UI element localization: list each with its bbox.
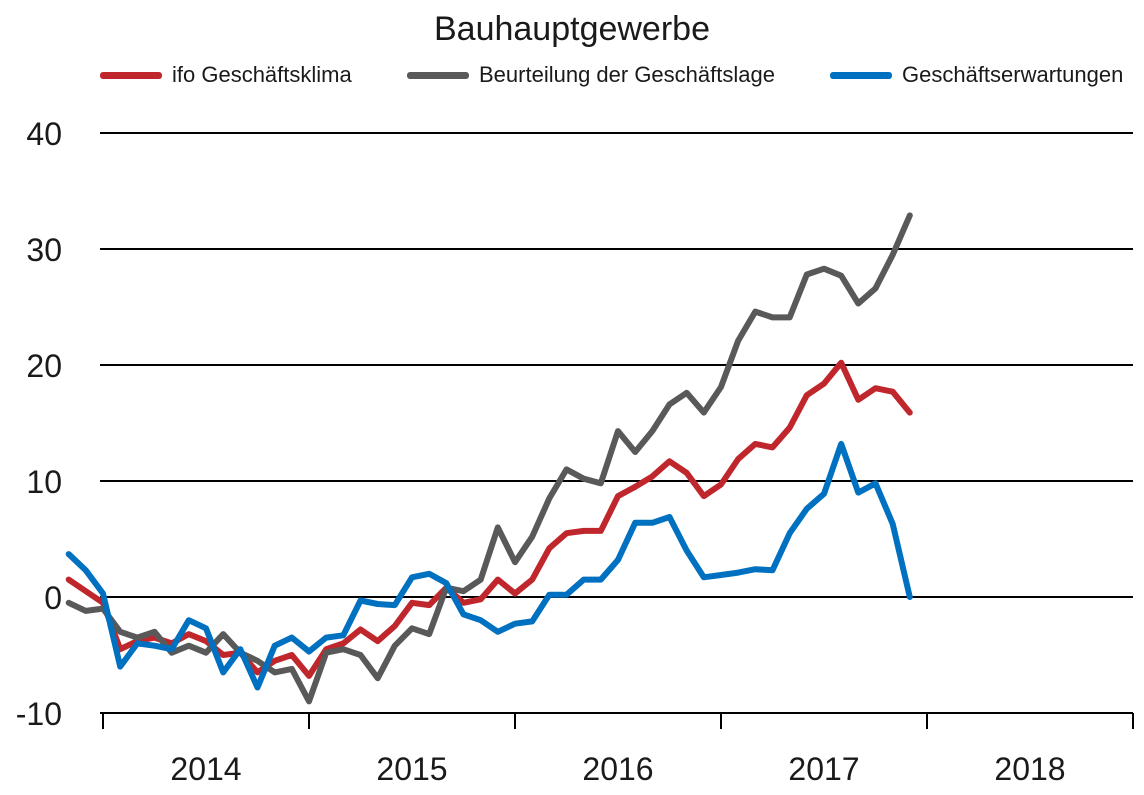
y-axis-tick-labels: 40 30 20 10 0 -10 — [16, 116, 62, 732]
x-tick-label: 2018 — [994, 751, 1065, 787]
chart-title: Bauhauptgewerbe — [433, 10, 710, 48]
legend-item-ifo-geschaeftsklima: ifo Geschäftsklima — [100, 62, 352, 88]
y-tick-label: -10 — [16, 696, 62, 732]
legend-swatch — [407, 71, 469, 79]
x-tick-label: 2016 — [582, 751, 653, 787]
y-tick-label: 0 — [44, 580, 62, 616]
x-tick-label: 2015 — [376, 751, 447, 787]
legend-item-beurteilung-der-geschaeftslage: Beurteilung der Geschäftslage — [407, 62, 775, 88]
grid-lines — [100, 132, 1133, 598]
y-tick-label: 20 — [26, 348, 62, 384]
chart-legend: ifo Geschäftsklima Beurteilung der Gesch… — [0, 62, 1144, 98]
x-tick-label: 2017 — [788, 751, 859, 787]
legend-swatch — [830, 71, 892, 79]
legend-swatch — [100, 71, 162, 79]
y-tick-label: 10 — [26, 464, 62, 500]
x-tick-label: 2014 — [170, 751, 241, 787]
series-lines — [65, 212, 913, 705]
series-line-2 — [65, 440, 913, 691]
y-tick-label: 30 — [26, 232, 62, 268]
legend-label: Beurteilung der Geschäftslage — [479, 62, 775, 87]
series-line-1 — [65, 212, 913, 705]
legend-item-geschaeftserwartungen: Geschäftserwartungen — [830, 62, 1123, 88]
legend-label: ifo Geschäftsklima — [172, 62, 352, 87]
y-tick-label: 40 — [26, 116, 62, 152]
legend-label: Geschäftserwartungen — [902, 62, 1124, 87]
x-axis: 2014 2015 2016 2017 2018 — [100, 712, 1134, 787]
